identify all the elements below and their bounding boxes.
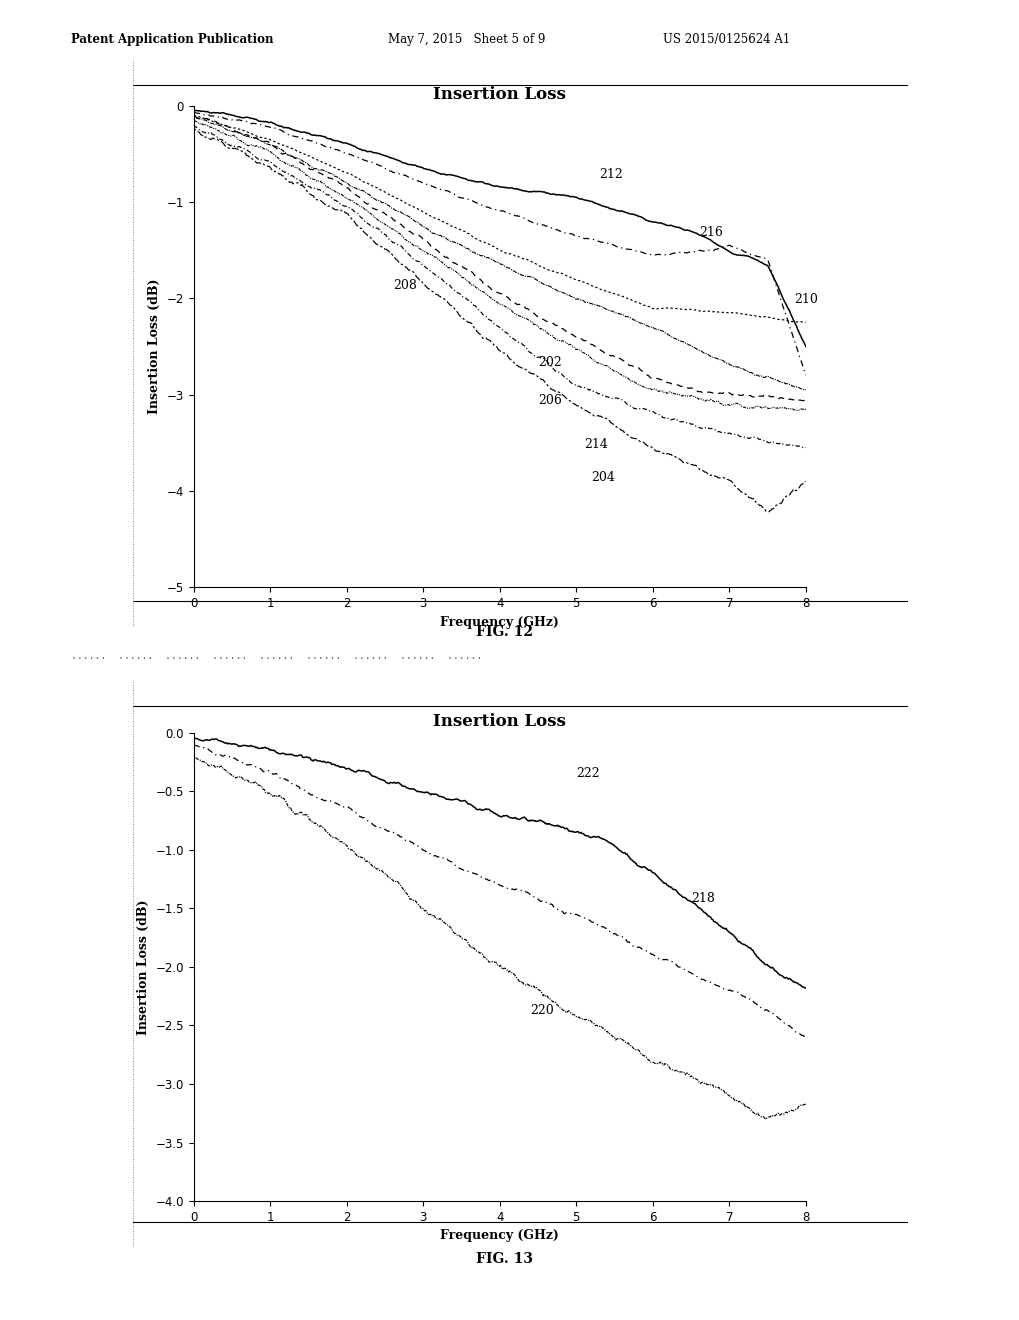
Text: FIG. 13: FIG. 13 (476, 1253, 533, 1266)
Text: ......  ......  ......  ......  ......  ......  ......  ......  ......: ...... ...... ...... ...... ...... .....… (71, 651, 482, 661)
Text: FIG. 12: FIG. 12 (476, 626, 533, 639)
Text: 216: 216 (698, 226, 721, 239)
Y-axis label: Insertion Loss (dB): Insertion Loss (dB) (148, 279, 161, 414)
Text: 204: 204 (591, 471, 614, 484)
Text: 222: 222 (576, 767, 599, 780)
Title: Insertion Loss: Insertion Loss (433, 86, 566, 103)
Y-axis label: Insertion Loss (dB): Insertion Loss (dB) (137, 899, 150, 1035)
Text: 210: 210 (794, 293, 817, 306)
Text: US 2015/0125624 A1: US 2015/0125624 A1 (662, 33, 790, 46)
X-axis label: Frequency (GHz): Frequency (GHz) (440, 615, 558, 628)
Text: Patent Application Publication: Patent Application Publication (71, 33, 274, 46)
Text: 202: 202 (538, 356, 561, 368)
Text: 206: 206 (538, 395, 561, 408)
Text: May 7, 2015   Sheet 5 of 9: May 7, 2015 Sheet 5 of 9 (387, 33, 544, 46)
Text: 212: 212 (599, 168, 623, 181)
Title: Insertion Loss: Insertion Loss (433, 713, 566, 730)
Text: 214: 214 (583, 438, 607, 450)
Text: 220: 220 (530, 1003, 553, 1016)
Text: 218: 218 (691, 892, 714, 906)
X-axis label: Frequency (GHz): Frequency (GHz) (440, 1229, 558, 1242)
Text: 208: 208 (392, 279, 416, 292)
